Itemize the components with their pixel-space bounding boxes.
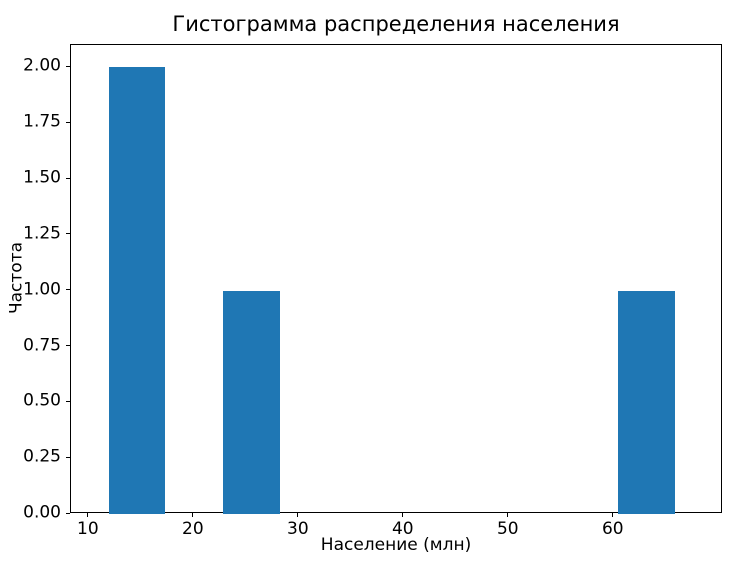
x-tick-5 bbox=[612, 513, 614, 517]
x-axis-label: Население (млн) bbox=[320, 535, 472, 555]
x-tick-label-2: 30 bbox=[287, 519, 309, 539]
y-tick-2 bbox=[66, 400, 70, 402]
histogram-bar-2 bbox=[618, 290, 675, 514]
y-tick-label-4: 1.00 bbox=[23, 279, 61, 300]
y-tick-label-7: 1.75 bbox=[23, 111, 61, 132]
x-tick-label-4: 50 bbox=[496, 519, 519, 539]
y-tick-label-2: 0.50 bbox=[23, 390, 61, 411]
y-axis-label: Частота bbox=[6, 241, 27, 315]
x-tick-2 bbox=[297, 513, 299, 517]
y-tick-3 bbox=[66, 345, 70, 346]
y-tick-1 bbox=[66, 456, 70, 458]
y-tick-4 bbox=[66, 289, 70, 291]
y-tick-0 bbox=[66, 512, 70, 514]
x-tick-label-0: 10 bbox=[77, 519, 99, 539]
x-tick-label-3: 40 bbox=[391, 519, 414, 539]
y-tick-label-5: 1.25 bbox=[23, 223, 61, 244]
x-tick-label-1: 20 bbox=[182, 519, 204, 539]
y-tick-5 bbox=[66, 233, 70, 235]
x-tick-label-5: 60 bbox=[601, 519, 624, 539]
y-tick-6 bbox=[66, 177, 70, 179]
y-tick-label-1: 0.25 bbox=[23, 446, 61, 467]
y-tick-label-6: 1.50 bbox=[23, 167, 61, 188]
x-tick-3 bbox=[402, 513, 404, 517]
y-tick-label-8: 2.00 bbox=[23, 55, 61, 76]
y-tick-8 bbox=[66, 65, 70, 67]
plot-area bbox=[70, 44, 722, 514]
y-tick-label-3: 0.75 bbox=[23, 335, 61, 355]
y-tick-7 bbox=[66, 121, 70, 123]
x-tick-0 bbox=[87, 513, 89, 517]
histogram-bar-0 bbox=[108, 67, 166, 514]
y-tick-label-0: 0.00 bbox=[23, 502, 61, 523]
chart-title: Гистограмма распределения населения bbox=[172, 12, 620, 36]
x-tick-1 bbox=[192, 513, 194, 517]
x-tick-4 bbox=[507, 513, 509, 517]
histogram-bar-1 bbox=[223, 290, 280, 514]
